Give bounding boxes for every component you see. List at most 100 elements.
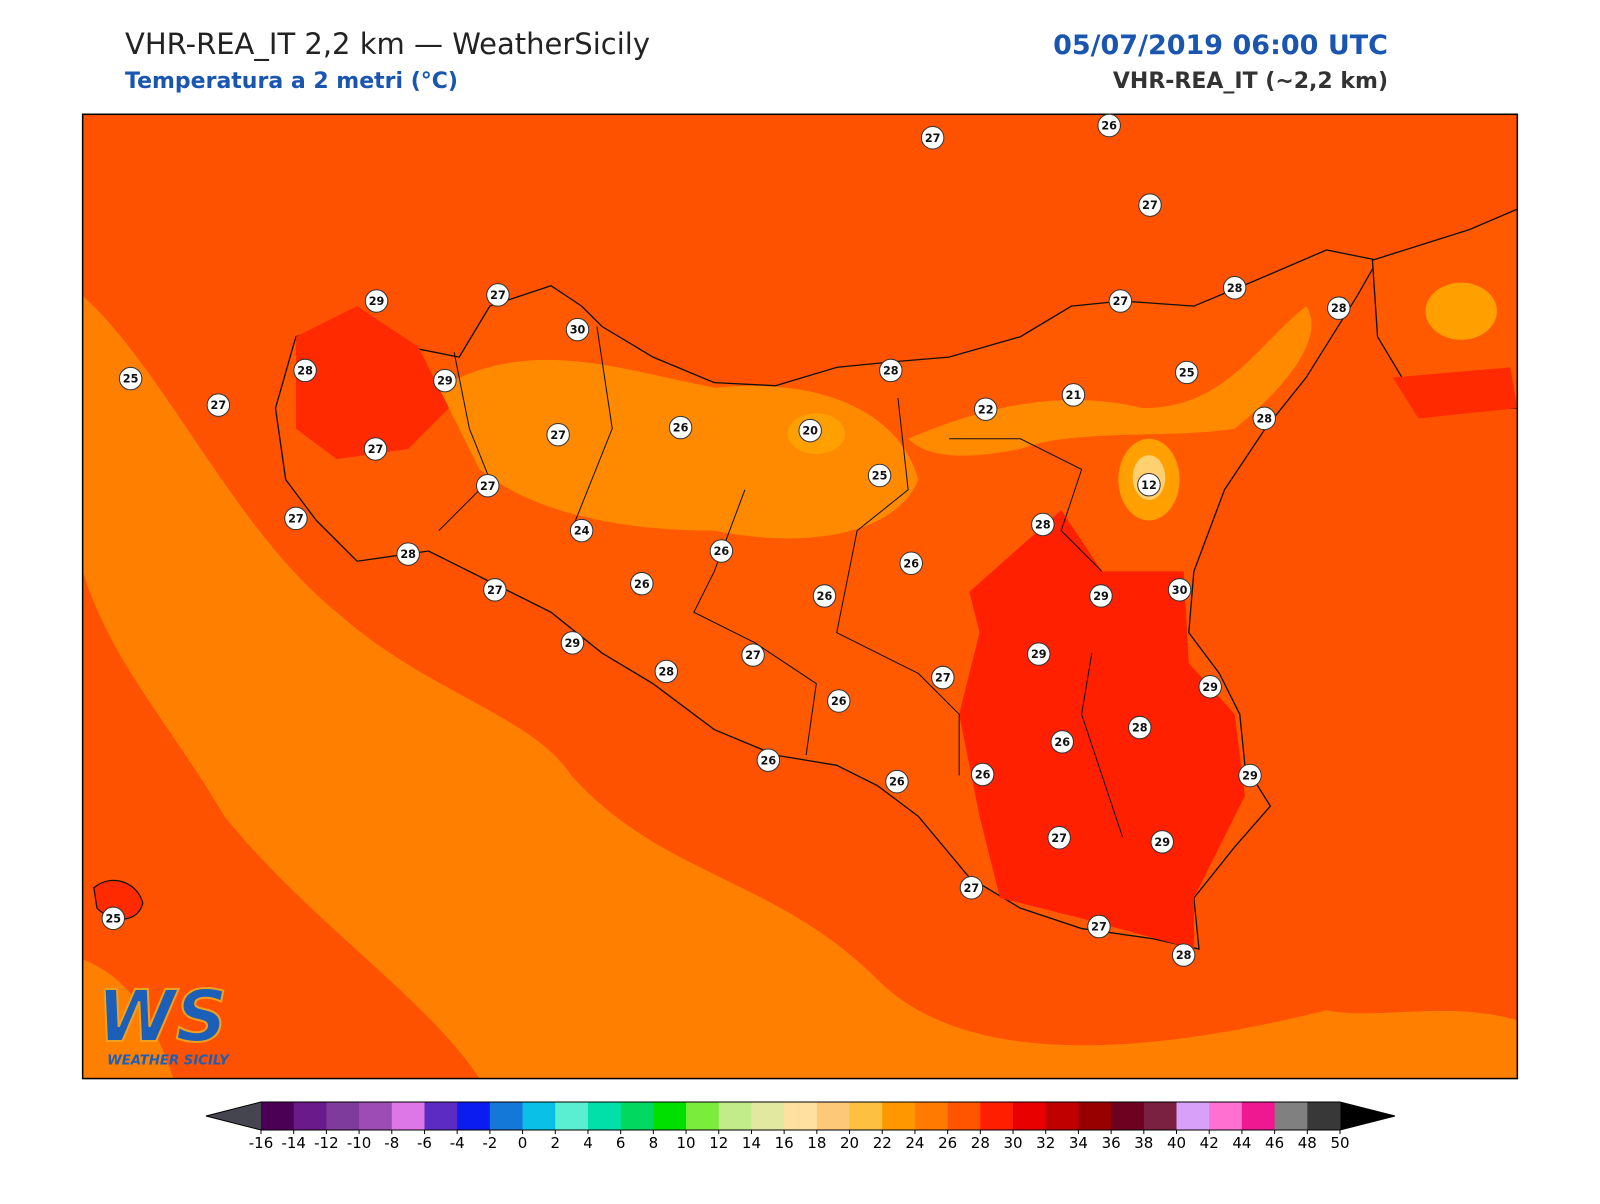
colorbar-tick-label: 24 — [905, 1134, 924, 1152]
station-value: 28 — [1227, 282, 1243, 295]
station-value: 26 — [889, 776, 905, 789]
station-value: 26 — [761, 754, 777, 767]
colorbar: -16 -14 -12 -10 -8 -6 -4 -2 0 2 4 6 8 10 12 14 16 18 20 22 2… — [205, 1101, 1396, 1152]
date: 05/07/2019 06:00 UTC — [1053, 30, 1388, 61]
station-value: 30 — [1172, 584, 1188, 597]
station-marker — [476, 473, 500, 498]
station-marker — [546, 422, 570, 447]
station-value: 24 — [574, 525, 590, 538]
station-marker — [885, 769, 909, 794]
station-marker — [1238, 763, 1262, 788]
station-marker — [565, 317, 590, 342]
ne-warm-zone — [908, 306, 1312, 456]
station-value: 28 — [1035, 519, 1051, 532]
subtitle: Temperatura a 2 metri (°C) — [125, 69, 458, 94]
colorbar-segment — [620, 1102, 654, 1130]
station-marker — [654, 659, 679, 684]
station-marker — [363, 437, 388, 461]
station-value: 26 — [817, 590, 833, 603]
station-marker — [293, 358, 317, 383]
colorbar-tick-label: 6 — [616, 1134, 626, 1152]
colorbar-tick-label: 2 — [550, 1134, 560, 1152]
colorbar-tick-label: 8 — [649, 1134, 659, 1152]
station-value: 27 — [935, 672, 951, 685]
colorbar-tick-label: -12 — [314, 1134, 339, 1152]
station-marker — [101, 906, 125, 931]
station-value: 27 — [964, 882, 980, 895]
colorbar-segment — [980, 1102, 1014, 1130]
model: VHR-REA_IT (~2,2 km) — [1113, 69, 1388, 94]
station-marker — [483, 578, 507, 602]
colorbar-segment — [653, 1102, 687, 1130]
sea-warm-zone — [82, 295, 1518, 1079]
station-value: 29 — [1242, 770, 1258, 783]
colorbar-tick-label: 40 — [1167, 1134, 1186, 1152]
station-value: 27 — [288, 512, 304, 525]
logo-mark: WS — [97, 975, 227, 1058]
colorbar-tick-label: -8 — [384, 1134, 399, 1152]
colorbar-tick-label: 16 — [775, 1134, 794, 1152]
colorbar-tick-label: 4 — [583, 1134, 593, 1152]
colorbar-segment — [1274, 1102, 1308, 1130]
station-marker — [284, 506, 308, 531]
station-marker — [396, 542, 420, 566]
station-value: 27 — [368, 443, 384, 456]
station-value: 26 — [673, 422, 689, 435]
colorbar-segment — [1307, 1102, 1341, 1130]
station-marker — [756, 748, 781, 772]
colorbar-segment — [359, 1102, 393, 1130]
colorbar-segment — [1013, 1102, 1047, 1130]
colorbar-tick-label: -6 — [417, 1134, 432, 1152]
station-value: 25 — [105, 912, 121, 925]
map-frame — [81, 113, 1519, 1080]
colorbar-segment — [424, 1102, 458, 1130]
colorbar-segment — [522, 1102, 556, 1130]
station-value: 28 — [1331, 302, 1347, 315]
colorbar-tick-label: 18 — [807, 1134, 826, 1152]
station-value: 29 — [1031, 648, 1047, 661]
colorbar-tick-label: 36 — [1102, 1134, 1121, 1152]
station-marker — [1222, 276, 1247, 300]
station-marker — [1027, 642, 1051, 666]
station-marker — [364, 289, 389, 313]
colorbar-segment — [457, 1102, 491, 1130]
colorbar-segment — [391, 1102, 425, 1130]
station-value: 29 — [437, 375, 453, 388]
station-marker — [1198, 674, 1222, 699]
station-marker — [206, 393, 231, 417]
colorbar-tick-label: 44 — [1232, 1134, 1251, 1152]
station-marker — [1138, 193, 1162, 217]
station-value: 27 — [1091, 921, 1107, 934]
station-value: 26 — [1101, 120, 1117, 133]
station-marker — [668, 415, 693, 440]
station-value: 20 — [802, 425, 818, 438]
station-value: 28 — [659, 666, 675, 679]
colorbar-tick-label: -4 — [450, 1134, 465, 1152]
station-marker — [1137, 472, 1161, 497]
interior-warm-zone — [438, 359, 919, 539]
station-value: 27 — [490, 289, 506, 302]
station-value: 28 — [1176, 949, 1192, 962]
colorbar-segment — [784, 1102, 818, 1130]
colorbar-tick-label: -16 — [249, 1134, 274, 1152]
colorbar-tick-label: 50 — [1330, 1134, 1349, 1152]
station-marker — [569, 518, 594, 543]
colorbar-tick-label: 30 — [1003, 1134, 1022, 1152]
station-value: 28 — [1132, 722, 1148, 735]
station-value: 27 — [480, 480, 496, 493]
colorbar-tick-label: 20 — [840, 1134, 859, 1152]
station-value: 28 — [1256, 412, 1272, 425]
station-marker — [1150, 830, 1174, 854]
colorbar-segment — [686, 1102, 720, 1130]
colorbar-tick-label: 22 — [873, 1134, 892, 1152]
station-marker — [798, 418, 822, 443]
colorbar-tick-label: 46 — [1265, 1134, 1284, 1152]
colorbar-segment — [1111, 1102, 1145, 1130]
colorbar-segment — [751, 1102, 785, 1130]
station-marker — [1089, 584, 1113, 608]
colorbar-tick-label: 10 — [677, 1134, 696, 1152]
station-value: 25 — [123, 373, 139, 386]
station-value: 12 — [1141, 479, 1157, 492]
station-marker — [1327, 296, 1351, 320]
station-marker — [970, 762, 995, 787]
